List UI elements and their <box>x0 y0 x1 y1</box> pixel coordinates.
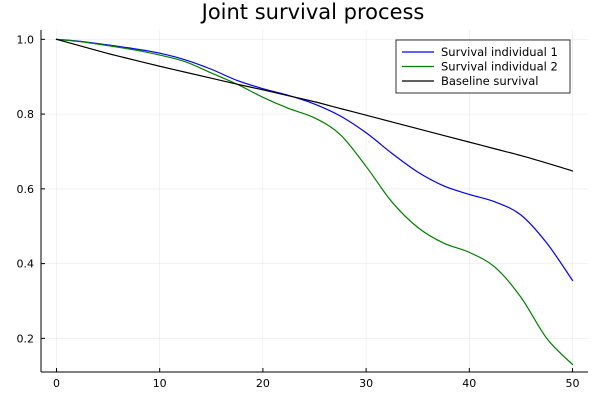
x-tick-label: 50 <box>566 377 580 390</box>
axes: 0 10 20 30 40 50 0.2 0.4 0.6 0.8 1.0 <box>17 30 588 390</box>
series-line-baseline-survival <box>55 38 574 172</box>
x-tick-label: 20 <box>256 377 270 390</box>
grid <box>41 30 588 372</box>
series-line-survival-individual-1 <box>55 38 574 282</box>
x-tick-label: 10 <box>153 377 167 390</box>
series-lines <box>55 38 574 366</box>
y-tick-label: 0.6 <box>17 183 35 196</box>
y-tick-label: 0.2 <box>17 332 35 345</box>
y-tick-label: 0.8 <box>17 108 35 121</box>
series-line-survival-individual-2 <box>55 38 574 366</box>
legend-label: Survival individual 1 <box>441 45 558 59</box>
y-tick-label: 0.4 <box>17 258 35 271</box>
legend-label: Survival individual 2 <box>441 60 558 74</box>
legend-label: Baseline survival <box>441 74 538 88</box>
x-tick-label: 0 <box>53 377 60 390</box>
chart-title: Joint survival process <box>200 0 425 24</box>
x-tick-label: 40 <box>462 377 476 390</box>
y-tick-label: 1.0 <box>17 33 35 46</box>
x-tick-label: 30 <box>359 377 373 390</box>
